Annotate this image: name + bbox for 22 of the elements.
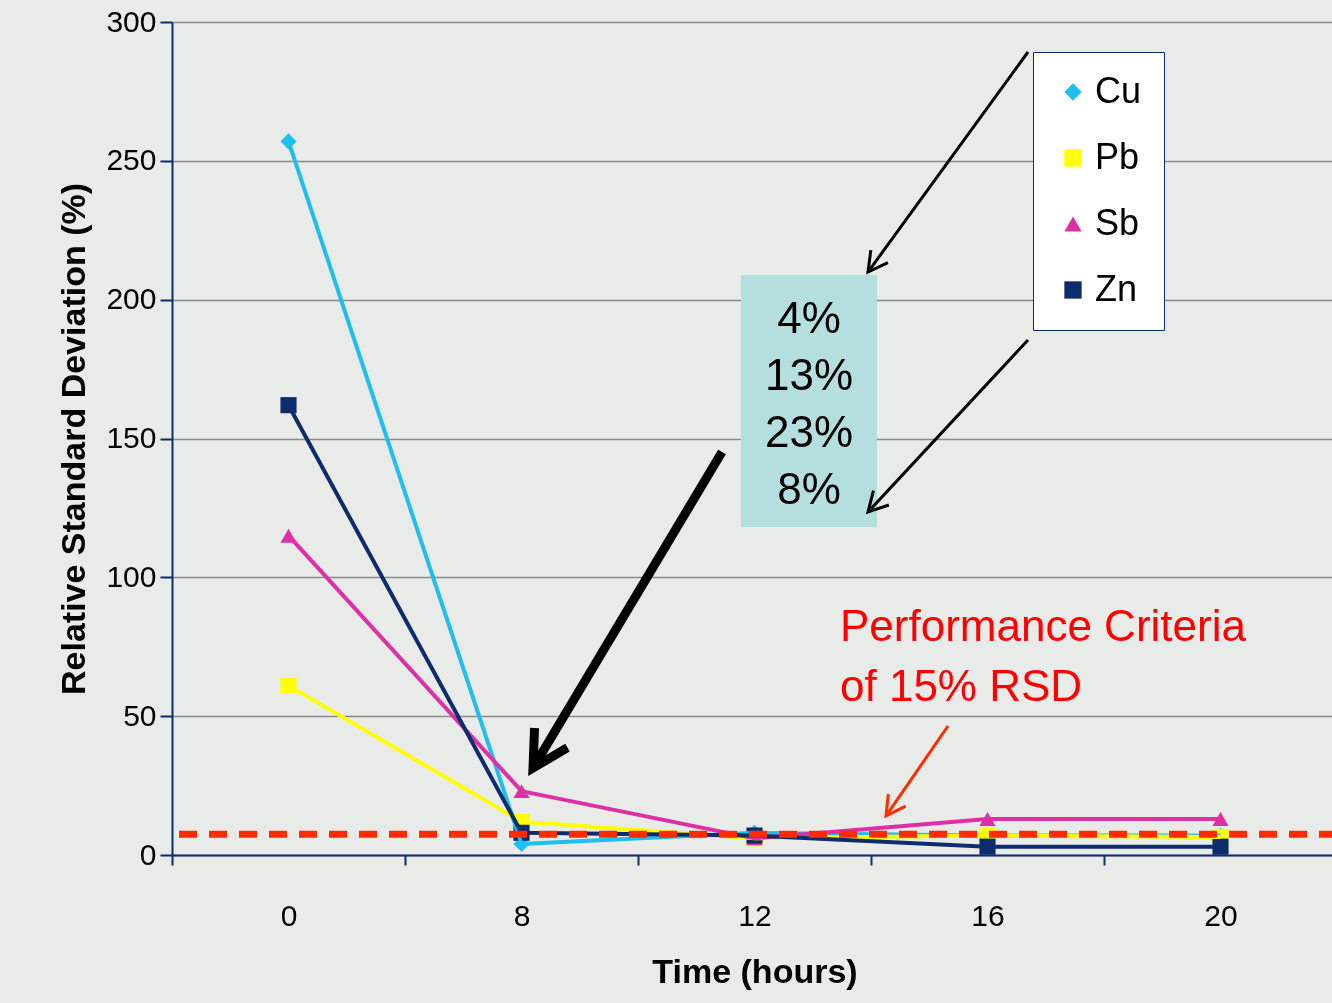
legend-label: Sb	[1095, 202, 1140, 243]
y-axis-title: Relative Standard Deviation (%)	[54, 182, 93, 696]
y-tick-label: 0	[139, 837, 157, 871]
y-tick-label: 250	[106, 143, 157, 177]
legend-label: Zn	[1095, 268, 1138, 309]
y-tick-label: 100	[106, 559, 157, 593]
legend-label: Pb	[1095, 136, 1140, 177]
x-tick-label: 12	[738, 898, 772, 932]
annotation: 4% 13% 23% 8%	[741, 275, 877, 527]
point	[280, 397, 297, 414]
x-tick-label: 8	[513, 898, 531, 932]
legend-label: Cu	[1095, 70, 1142, 111]
x-axis-title: Time (hours)	[652, 951, 858, 990]
point	[1212, 838, 1229, 855]
y-tick-label: 200	[106, 282, 157, 316]
x-tick-label: 20	[1204, 898, 1238, 932]
y-tick-label: 150	[106, 421, 157, 454]
x-tick-label: 16	[971, 898, 1005, 932]
x-tick-label: 0	[280, 898, 298, 932]
annotation: Performance Criteria of 15% RSD	[840, 600, 1246, 712]
y-tick-label: 300	[106, 4, 157, 38]
y-tick-label: 50	[123, 698, 157, 732]
